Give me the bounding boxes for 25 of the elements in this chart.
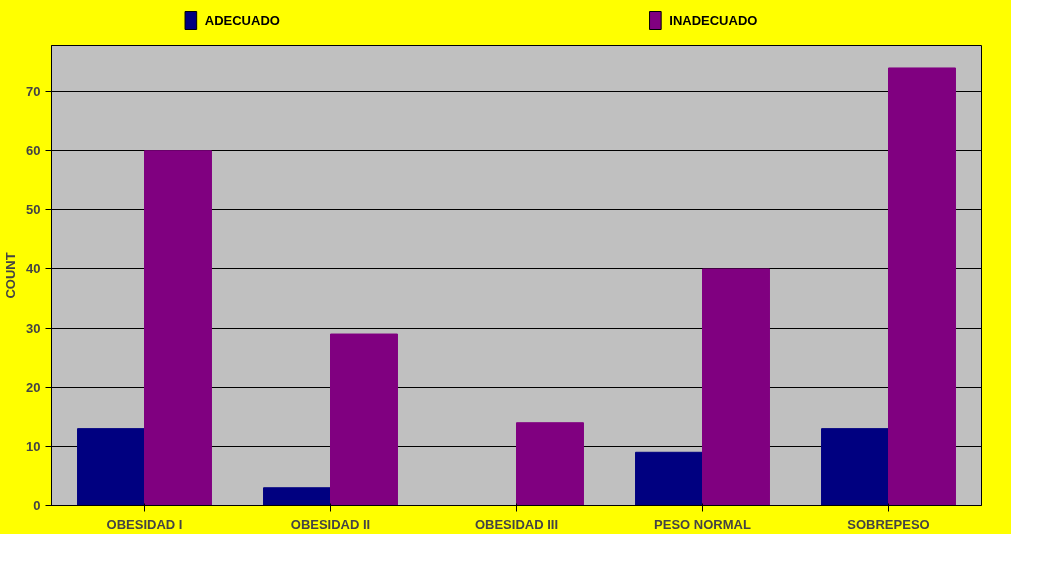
bar bbox=[330, 333, 398, 506]
bar bbox=[516, 422, 584, 506]
y-tick-label: 10 bbox=[26, 438, 41, 454]
bar bbox=[821, 428, 889, 506]
legend-label: ADECUADO bbox=[204, 13, 280, 28]
bar bbox=[263, 487, 331, 506]
bar bbox=[77, 428, 145, 506]
x-tick-label: SOBREPESO bbox=[847, 516, 930, 532]
x-tick-label: OBESIDAD III bbox=[474, 516, 559, 532]
bar bbox=[635, 451, 703, 506]
y-tick-label: 40 bbox=[26, 261, 41, 277]
legend-label: INADECUADO bbox=[669, 13, 758, 28]
y-tick-label: 30 bbox=[26, 320, 41, 336]
x-tick-label: OBESIDAD II bbox=[290, 516, 371, 532]
y-tick-label: 50 bbox=[26, 202, 41, 218]
y-tick-label: 20 bbox=[26, 379, 41, 395]
x-tick-label: PESO NORMAL bbox=[654, 516, 751, 532]
y-axis-title: COUNT bbox=[3, 252, 19, 299]
bar bbox=[144, 150, 212, 506]
x-tick-label: OBESIDAD I bbox=[106, 516, 183, 532]
y-tick-label: 70 bbox=[26, 84, 41, 100]
bar bbox=[888, 67, 956, 506]
y-tick-label: 60 bbox=[26, 143, 41, 159]
bar bbox=[702, 268, 770, 506]
y-tick-label: 0 bbox=[33, 498, 41, 513]
